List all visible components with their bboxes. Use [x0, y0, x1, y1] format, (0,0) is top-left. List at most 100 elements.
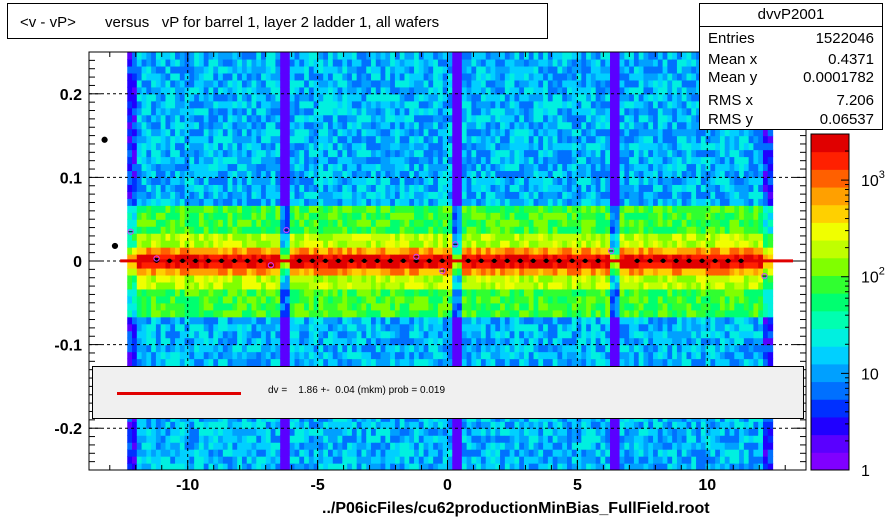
heatmap-cell	[165, 344, 171, 353]
heatmap-cell	[490, 302, 496, 311]
heatmap-cell	[222, 219, 229, 227]
heatmap-cell	[256, 219, 262, 227]
heatmap-cell	[337, 191, 343, 199]
heatmap-cell	[318, 198, 324, 206]
heatmap-cell	[136, 323, 143, 332]
heatmap-cell	[457, 435, 463, 443]
heatmap-cell	[375, 128, 382, 137]
heatmap-cell	[160, 316, 167, 325]
heatmap-cell	[437, 114, 444, 123]
heatmap-cell	[390, 428, 396, 436]
heatmap-cell	[246, 79, 253, 88]
heatmap-cell	[198, 72, 205, 81]
heatmap-cell	[246, 344, 253, 353]
heatmap-cell	[500, 177, 506, 185]
heatmap-cell	[394, 65, 401, 74]
heatmap-cell	[323, 442, 329, 450]
heatmap-cell	[437, 267, 444, 276]
heatmap-cell	[198, 330, 205, 339]
heatmap-cell	[375, 219, 382, 227]
heatmap-cell	[404, 358, 410, 367]
heatmap-cell	[308, 358, 315, 367]
heatmap-cell	[308, 240, 315, 248]
heatmap-cell	[179, 330, 186, 339]
heatmap-cell	[380, 281, 386, 290]
heatmap-cell	[399, 65, 406, 74]
heatmap-cell	[151, 442, 157, 450]
heatmap-cell	[160, 177, 167, 185]
heatmap-cell	[213, 177, 219, 185]
heatmap-cell	[170, 114, 176, 123]
heatmap-cell	[289, 344, 296, 353]
heatmap-cell	[308, 135, 315, 144]
heatmap-cell	[313, 274, 320, 283]
heatmap-cell	[284, 456, 291, 464]
heatmap-cell	[380, 142, 386, 151]
heatmap-cell	[256, 463, 262, 470]
heatmap-cell	[275, 267, 281, 276]
heatmap-cell	[471, 302, 477, 311]
heatmap-cell	[476, 247, 482, 255]
heatmap-cell	[442, 358, 449, 367]
heatmap-cell	[519, 79, 525, 88]
heatmap-cell	[423, 337, 429, 346]
heatmap-cell	[418, 156, 425, 165]
heatmap-cell	[390, 421, 396, 429]
heatmap-cell	[375, 58, 382, 67]
heatmap-cell	[471, 358, 477, 367]
heatmap-cell	[504, 114, 511, 123]
heatmap-cell	[299, 107, 305, 116]
heatmap-cell	[241, 337, 248, 346]
heatmap-cell	[313, 114, 320, 123]
heatmap-cell	[170, 449, 176, 457]
heatmap-cell	[485, 442, 492, 450]
heatmap-cell	[304, 156, 310, 165]
heatmap-cell	[404, 86, 410, 95]
heatmap-cell	[466, 261, 472, 269]
heatmap-cell	[476, 156, 482, 165]
heatmap-cell	[284, 267, 291, 276]
heatmap-cell	[418, 267, 425, 276]
heatmap-cell	[423, 323, 429, 332]
heatmap-cell	[356, 177, 363, 185]
heatmap-cell	[146, 463, 152, 470]
heatmap-cell	[385, 344, 391, 353]
heatmap-cell	[160, 191, 167, 199]
heatmap-cell	[394, 302, 401, 311]
heatmap-cell	[442, 72, 449, 81]
heatmap-cell	[227, 72, 233, 81]
heatmap-cell	[155, 288, 162, 297]
heatmap-cell	[380, 114, 386, 123]
heatmap-cell	[437, 428, 444, 436]
heatmap-cell	[328, 156, 334, 165]
heatmap-cell	[237, 442, 243, 450]
heatmap-cell	[495, 463, 501, 470]
heatmap-cell	[222, 463, 229, 470]
heatmap-cell	[289, 212, 296, 220]
heatmap-cell	[375, 351, 382, 360]
heatmap-cell	[504, 449, 511, 457]
heatmap-cell	[256, 65, 262, 74]
heatmap-cell	[337, 212, 343, 220]
heatmap-cell	[452, 330, 458, 339]
heatmap-cell	[347, 219, 353, 227]
heatmap-cell	[232, 86, 238, 95]
heatmap-cell	[509, 226, 516, 234]
heatmap-cell	[514, 114, 520, 123]
heatmap-cell	[304, 149, 310, 158]
heatmap-cell	[485, 337, 492, 346]
heatmap-cell	[476, 52, 482, 60]
heatmap-cell	[457, 135, 463, 144]
heatmap-cell	[222, 58, 229, 67]
heatmap-cell	[222, 337, 229, 346]
heatmap-cell	[208, 233, 214, 241]
heatmap-cell	[284, 205, 291, 213]
heatmap-cell	[394, 254, 401, 262]
heatmap-cell	[390, 191, 396, 199]
heatmap-cell	[179, 163, 186, 172]
heatmap-cell	[189, 267, 195, 276]
heatmap-cell	[237, 100, 243, 109]
heatmap-cell	[328, 58, 334, 67]
heatmap-cell	[428, 351, 434, 360]
heatmap-cell	[218, 135, 224, 144]
